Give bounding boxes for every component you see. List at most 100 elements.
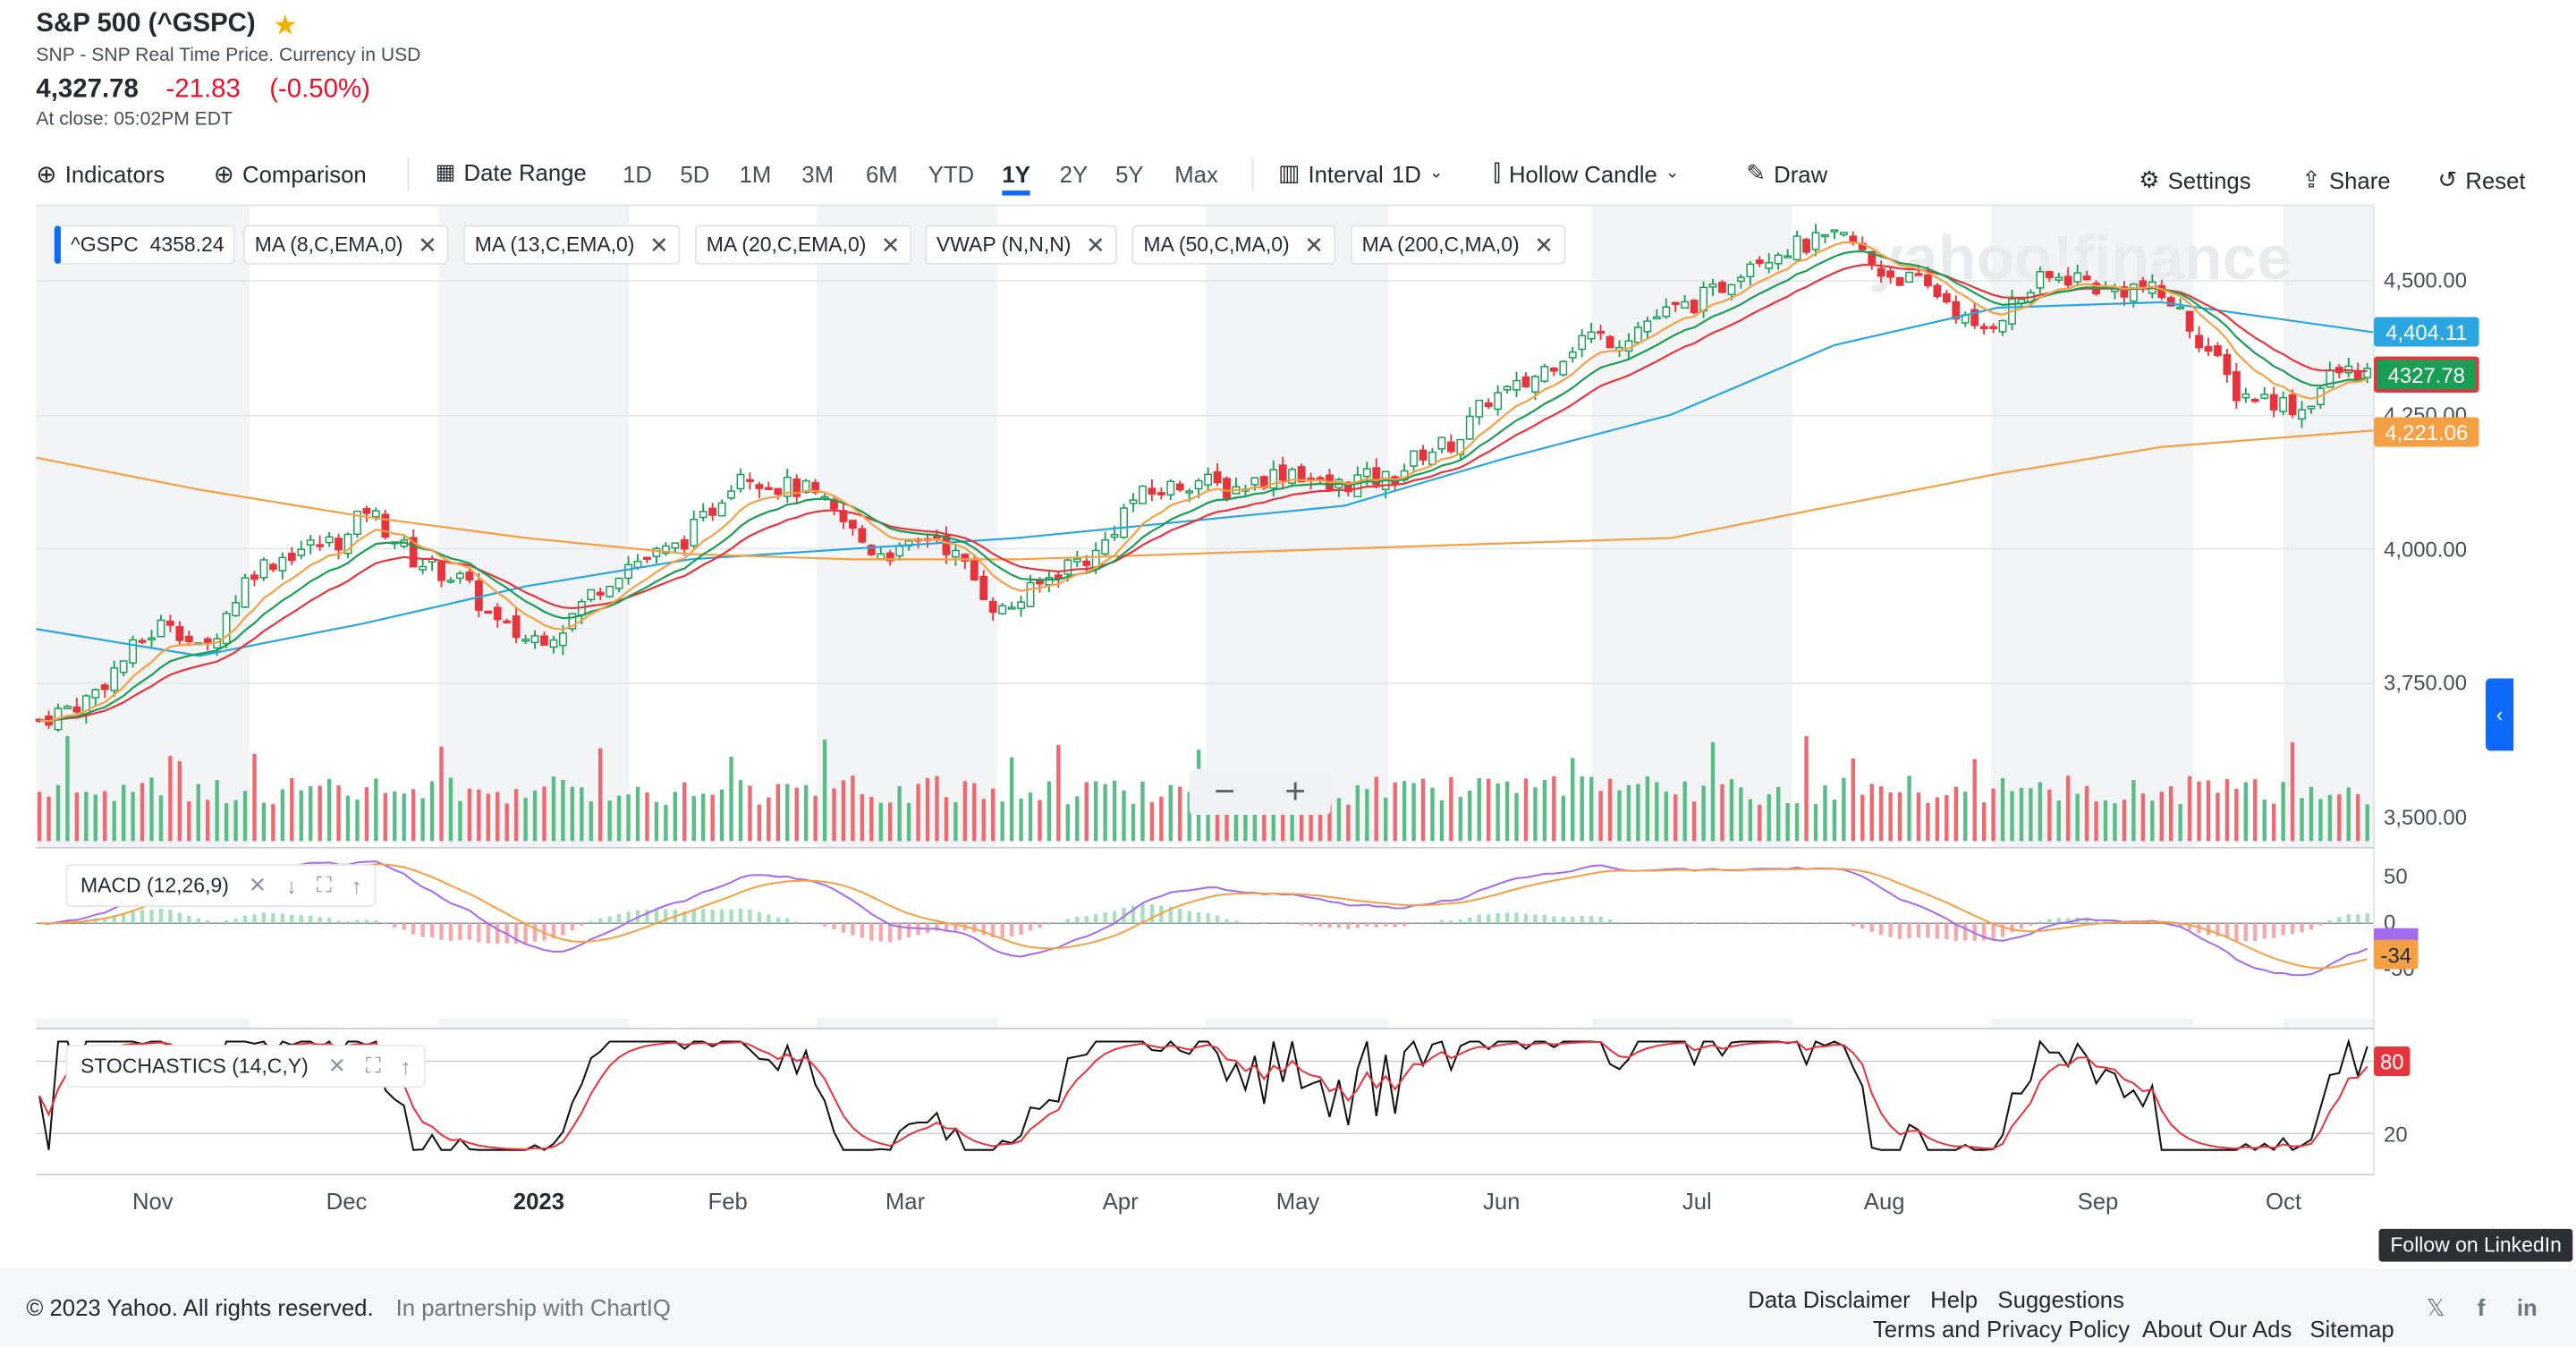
date-range-button[interactable]: ▦ Date Range [436, 159, 587, 185]
candle-body [362, 507, 371, 514]
macd-histogram-bar [1552, 916, 1556, 924]
range-3m[interactable]: 3M [801, 160, 835, 188]
candle-body [1568, 351, 1577, 359]
study-chip-ema13[interactable]: MA (13,C,EMA,0) ✕ [462, 224, 681, 265]
volume-bar [2216, 792, 2220, 842]
stochastics-tick: 20 [2384, 1122, 2408, 1148]
candle-body [1736, 276, 1745, 283]
facebook-icon[interactable]: f [2477, 1294, 2486, 1321]
panel-toggle-button[interactable]: ‹ [2485, 678, 2514, 751]
candle-body [661, 545, 670, 555]
volume-bar [364, 787, 369, 842]
volume-bar [2113, 803, 2117, 842]
macd-histogram-bar [2150, 922, 2155, 924]
candle-body [493, 606, 502, 621]
volume-bar [645, 792, 649, 842]
close-icon[interactable]: ✕ [880, 231, 901, 258]
candle-body [1531, 376, 1539, 393]
close-icon[interactable]: ✕ [327, 1053, 346, 1078]
comparison-button[interactable]: ⊕ Comparison [214, 159, 367, 189]
study-label: VWAP (N,N,N) [936, 233, 1072, 257]
zoom-in-button[interactable]: + [1284, 770, 1307, 812]
terms-link[interactable]: Terms and Privacy Policy [1872, 1316, 2131, 1343]
macd-histogram-bar [1038, 923, 1042, 928]
study-chip-vwap[interactable]: VWAP (N,N,N) ✕ [925, 224, 1117, 265]
macd-histogram-bar [953, 923, 958, 931]
range-2y[interactable]: 2Y [1059, 160, 1089, 188]
interval-label: Interval [1308, 160, 1384, 187]
volume-bar [1907, 775, 1911, 842]
candle-body [886, 552, 894, 562]
close-icon[interactable]: ✕ [1304, 231, 1324, 258]
range-5y[interactable]: 5Y [1115, 160, 1144, 188]
draw-button[interactable]: ✎ Draw [1746, 159, 1827, 187]
copyright: © 2023 Yahoo. All rights reserved. [26, 1294, 374, 1321]
suggestions-link[interactable]: Suggestions [1997, 1286, 2124, 1313]
range-5d[interactable]: 5D [680, 160, 710, 188]
close-icon[interactable]: ✕ [1534, 231, 1554, 258]
settings-button[interactable]: ⚙ Settings [2139, 166, 2250, 194]
symbol-chip[interactable]: ^GSPC 4358.24 [54, 224, 236, 265]
close-icon[interactable]: ✕ [648, 231, 669, 258]
volume-bar [1430, 787, 1435, 842]
volume-bar [775, 784, 781, 842]
help-link[interactable]: Help [1930, 1286, 1979, 1313]
range-ytd[interactable]: YTD [928, 160, 975, 188]
macd-histogram-bar [589, 920, 593, 924]
candle-body [849, 520, 857, 529]
close-icon[interactable]: ✕ [248, 872, 267, 897]
close-icon[interactable]: ✕ [418, 231, 437, 258]
partnership-link[interactable]: In partnership with ChartIQ [395, 1294, 671, 1321]
sitemap-link[interactable]: Sitemap [2309, 1316, 2394, 1343]
arrow-up-icon[interactable]: ↑ [351, 873, 362, 898]
range-1m[interactable]: 1M [739, 160, 772, 188]
volume-bar [140, 783, 145, 842]
macd-histogram-bar [2281, 923, 2285, 936]
expand-icon[interactable]: ⛶ [316, 872, 332, 897]
arrow-up-icon[interactable]: ↑ [400, 1054, 411, 1079]
macd-histogram-bar [1336, 923, 1342, 928]
candle-body [1886, 270, 1895, 278]
macd-histogram-bar [851, 923, 855, 936]
volume-bar [1775, 786, 1781, 842]
reset-button[interactable]: ↺ Reset [2438, 166, 2526, 194]
macd-histogram-bar [1748, 922, 1753, 924]
reset-icon: ↺ [2437, 165, 2458, 192]
macd-panel-chip[interactable]: MACD (12,26,9) ✕ ↓ ⛶ ↑ [65, 864, 377, 907]
close-icon[interactable]: ✕ [1085, 231, 1106, 258]
volume-bar [2103, 800, 2108, 842]
macd-histogram-bar [1775, 922, 1781, 924]
stochastics-d-line [38, 1041, 2368, 1151]
zoom-out-button[interactable]: − [1214, 770, 1236, 812]
range-max[interactable]: Max [1174, 160, 1218, 188]
arrow-down-icon[interactable]: ↓ [285, 873, 297, 898]
about-ads-link[interactable]: About Our Ads [2142, 1316, 2292, 1343]
volume-bar [1842, 777, 1846, 842]
candle-body [371, 510, 380, 518]
stochastics-panel-chip[interactable]: STOCHASTICS (14,C,Y) ✕ ⛶ ↑ [65, 1045, 427, 1088]
volume-bar [1336, 798, 1342, 842]
chart-type-dropdown[interactable]: ⫿ Hollow Candle ⌄ [1494, 159, 1680, 187]
interval-dropdown[interactable]: ▥ Interval 1D ⌄ [1278, 159, 1444, 187]
study-chip-ema8[interactable]: MA (8,C,EMA,0) ✕ [242, 224, 449, 265]
expand-icon[interactable]: ⛶ [365, 1053, 381, 1078]
study-chip-ma50[interactable]: MA (50,C,MA,0) ✕ [1131, 224, 1335, 265]
volume-bar [1953, 786, 1958, 842]
candle-body [1353, 474, 1362, 497]
share-button[interactable]: ⇪ Share [2301, 166, 2390, 194]
price-chart[interactable]: yahoo!finance [0, 0, 2576, 1265]
indicators-button[interactable]: ⊕ Indicators [36, 159, 165, 189]
range-6m[interactable]: 6M [865, 160, 898, 188]
range-1y[interactable]: 1Y [1002, 161, 1030, 196]
data-disclaimer-link[interactable]: Data Disclaimer [1748, 1286, 1911, 1313]
candle-body [241, 577, 250, 608]
range-1d[interactable]: 1D [623, 160, 652, 188]
study-chip-ema20[interactable]: MA (20,C,EMA,0) ✕ [694, 224, 912, 265]
candle-body [624, 563, 632, 580]
study-chip-ma200[interactable]: MA (200,C,MA,0) ✕ [1350, 224, 1565, 265]
twitter-icon[interactable]: 𝕏 [2426, 1294, 2445, 1321]
volume-bar [215, 780, 219, 842]
candle-body [1671, 301, 1680, 306]
linkedin-icon[interactable]: in [2516, 1294, 2538, 1321]
favorite-star-icon[interactable]: ★ [272, 10, 298, 41]
